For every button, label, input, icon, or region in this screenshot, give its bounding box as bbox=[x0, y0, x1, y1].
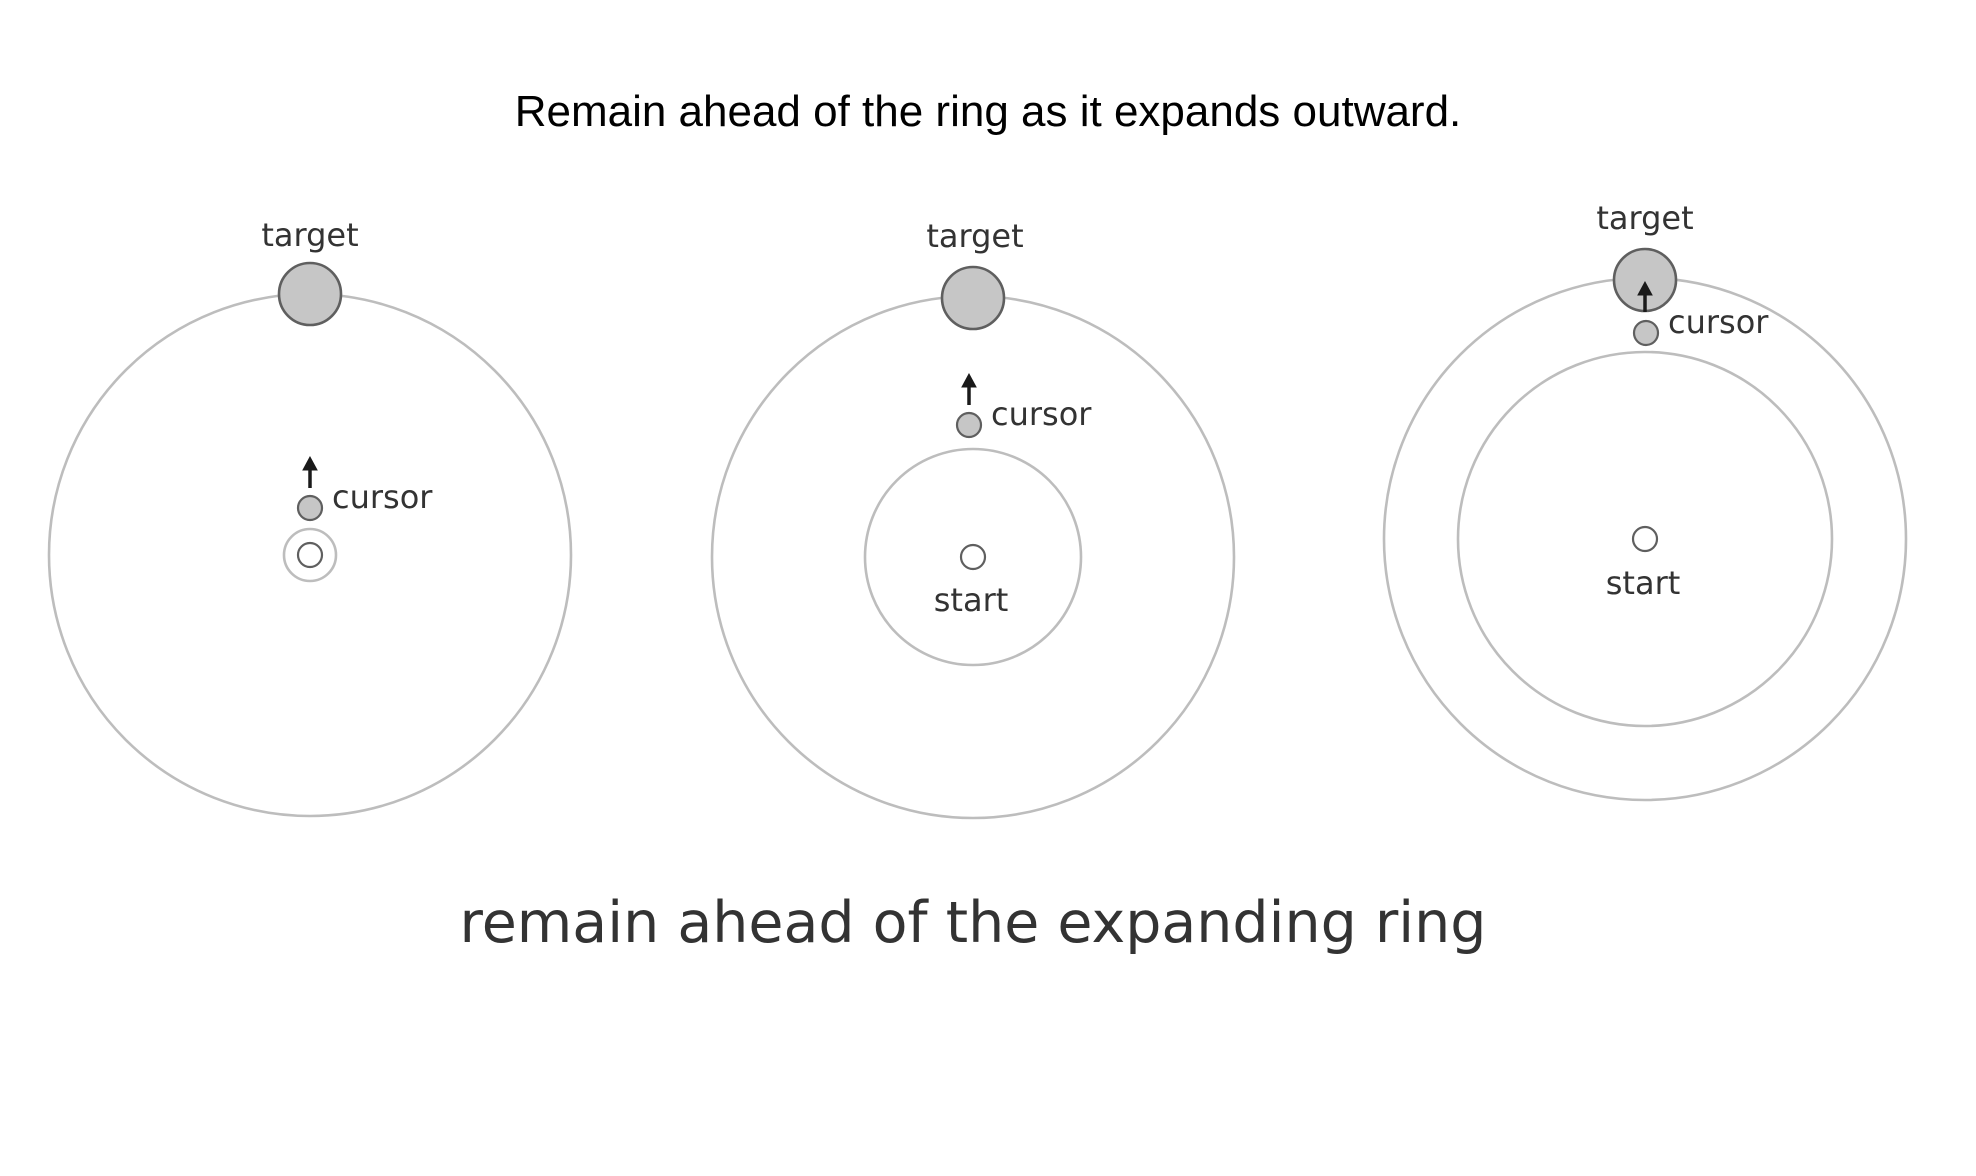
diagram-heading: Remain ahead of the ring as it expands o… bbox=[515, 87, 1462, 136]
cursor-label: cursor bbox=[991, 395, 1092, 433]
target-dot bbox=[942, 267, 1004, 329]
target-label: target bbox=[926, 217, 1023, 255]
cursor-dot bbox=[957, 413, 981, 437]
target-label: target bbox=[261, 216, 358, 254]
cursor-dot bbox=[1634, 321, 1658, 345]
diagram-caption: remain ahead of the expanding ring bbox=[460, 890, 1487, 956]
start-label: start bbox=[1606, 564, 1681, 602]
panel-1: cursor target bbox=[49, 216, 571, 816]
start-marker bbox=[298, 543, 322, 567]
start-marker bbox=[1633, 527, 1657, 551]
start-marker bbox=[961, 545, 985, 569]
up-arrow-icon bbox=[303, 457, 317, 488]
cursor-label: cursor bbox=[332, 478, 433, 516]
panel-3: start cursor target bbox=[1384, 199, 1906, 800]
up-arrow-icon bbox=[962, 374, 976, 405]
cursor-label: cursor bbox=[1668, 303, 1769, 341]
target-dot bbox=[279, 263, 341, 325]
start-label: start bbox=[934, 581, 1009, 619]
panel-2: start cursor target bbox=[712, 217, 1234, 818]
cursor-dot bbox=[298, 496, 322, 520]
target-label: target bbox=[1596, 199, 1693, 237]
